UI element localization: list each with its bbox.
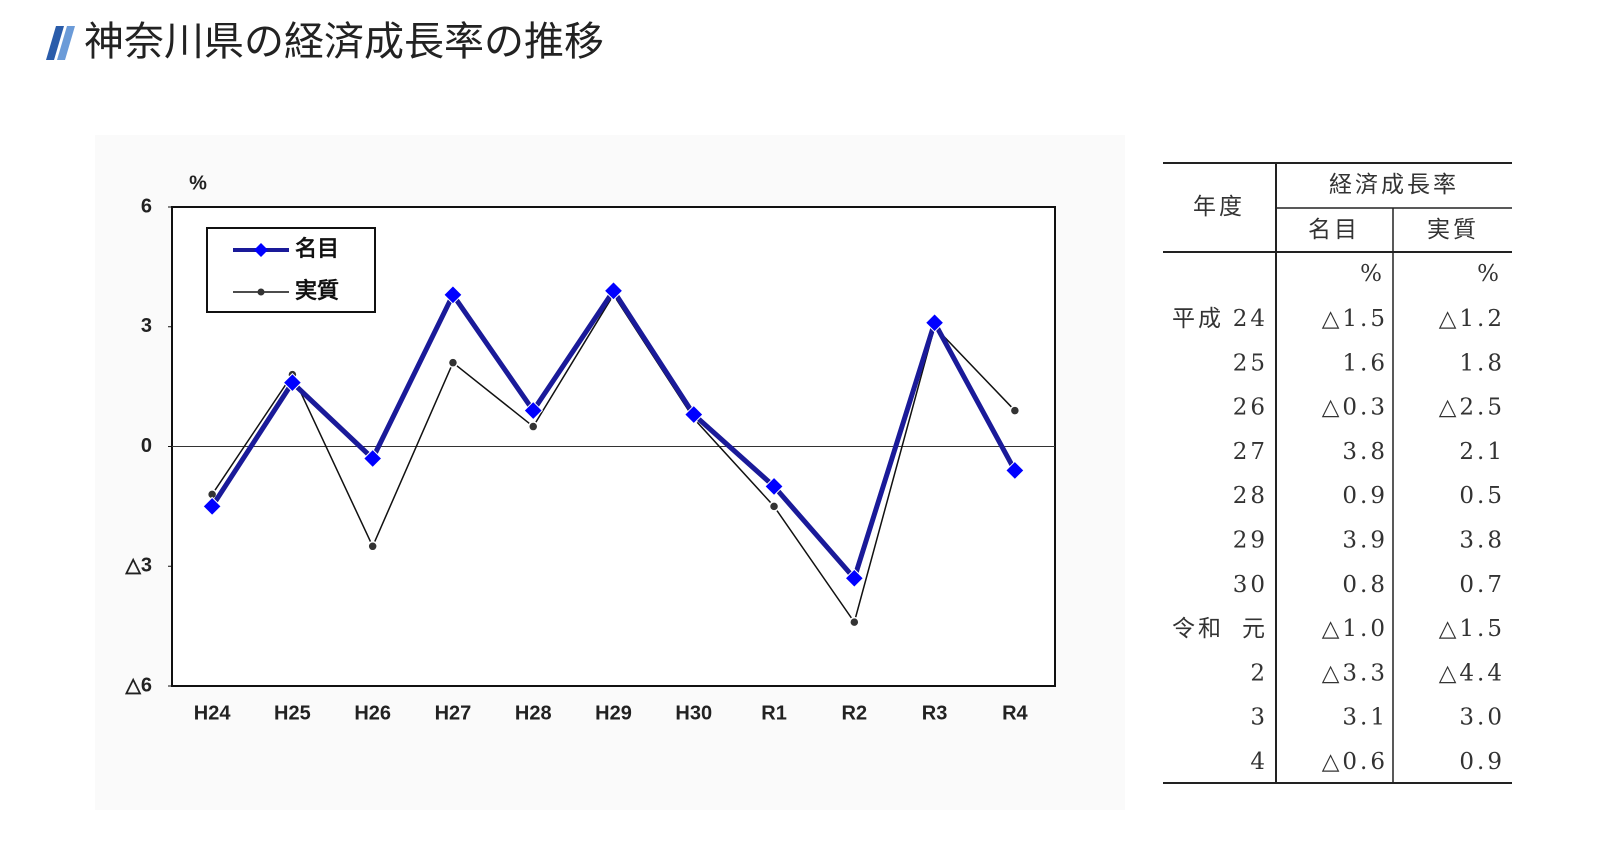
table-cell: 1.8 xyxy=(1459,350,1505,376)
marker xyxy=(447,357,459,368)
marker xyxy=(924,313,945,333)
marker xyxy=(768,501,780,512)
table-cell: △4.4 xyxy=(1439,660,1505,686)
table-year: 26 xyxy=(1233,395,1268,421)
table-era: 平成 xyxy=(1172,306,1224,332)
y-unit: % xyxy=(189,172,207,194)
x-tick-label: H25 xyxy=(274,702,311,724)
table-cell: △0.6 xyxy=(1322,749,1388,775)
y-tick-label: 0 xyxy=(141,435,152,457)
marker xyxy=(523,400,543,421)
table-cell: △1.5 xyxy=(1439,616,1505,642)
marker xyxy=(684,404,704,425)
marker xyxy=(849,616,860,628)
y-tick-label: △3 xyxy=(124,555,152,577)
page-title: 神奈川県の経済成長率の推移 xyxy=(84,19,604,65)
table-year: 24 xyxy=(1233,306,1268,332)
table-cell: 3.8 xyxy=(1342,439,1388,465)
marker xyxy=(362,448,383,469)
marker xyxy=(527,421,539,432)
y-tick-label: 6 xyxy=(141,195,152,217)
table-year: 28 xyxy=(1233,483,1268,509)
table-cell: 3.8 xyxy=(1459,528,1505,554)
table-header: 名目 xyxy=(1308,217,1360,243)
legend-marker xyxy=(257,288,265,296)
table-header: 実質 xyxy=(1427,217,1479,243)
y-tick-label: △6 xyxy=(124,674,152,696)
title-mark xyxy=(46,26,75,60)
legend-marker xyxy=(254,243,268,257)
table-year: 4 xyxy=(1250,749,1268,775)
table-cell: 2.1 xyxy=(1459,439,1505,465)
table-cell: △0.3 xyxy=(1322,395,1388,421)
x-tick-label: R2 xyxy=(842,702,868,724)
table-unit: % xyxy=(1477,261,1502,287)
table-header: 年度 xyxy=(1193,194,1245,220)
table-year: 25 xyxy=(1233,350,1268,376)
marker xyxy=(1005,460,1025,481)
table-cell: 3.0 xyxy=(1459,705,1505,731)
legend-label: 実質 xyxy=(295,278,339,304)
x-tick-label: R1 xyxy=(761,702,787,724)
table-cell: 0.7 xyxy=(1459,572,1505,598)
table-cell: △1.5 xyxy=(1322,306,1388,332)
table-cell: △2.5 xyxy=(1439,395,1505,421)
legend-label: 名目 xyxy=(295,236,339,262)
table-unit: % xyxy=(1360,261,1385,287)
table-cell: 0.8 xyxy=(1342,572,1388,598)
x-tick-label: H28 xyxy=(515,702,552,724)
legend-box xyxy=(206,227,376,313)
table-cell: 0.9 xyxy=(1459,749,1505,775)
table-cell: △1.2 xyxy=(1439,306,1505,332)
table-cell: 3.9 xyxy=(1342,528,1388,554)
table-cell: 0.5 xyxy=(1459,483,1505,509)
marker xyxy=(603,281,624,301)
table-year: 2 xyxy=(1250,660,1268,686)
x-tick-label: H29 xyxy=(595,702,632,724)
table-year: 3 xyxy=(1250,705,1268,731)
marker xyxy=(764,476,784,497)
table-cell: 3.1 xyxy=(1342,705,1388,731)
x-tick-label: H30 xyxy=(675,702,712,724)
table-year: 29 xyxy=(1233,528,1268,554)
marker xyxy=(202,496,222,517)
y-tick-label: 3 xyxy=(141,315,152,337)
x-tick-label: H24 xyxy=(194,702,232,724)
marker xyxy=(443,285,463,305)
marker xyxy=(367,541,378,552)
x-tick-label: H27 xyxy=(435,702,472,724)
marker xyxy=(1009,405,1021,416)
table-era: 令和 xyxy=(1172,616,1224,642)
table-cell: △3.3 xyxy=(1322,660,1388,686)
x-tick-label: R3 xyxy=(922,702,948,724)
marker xyxy=(844,568,865,588)
marker xyxy=(282,372,303,393)
table-cell: △1.0 xyxy=(1322,616,1388,642)
table-year: 元 xyxy=(1242,616,1268,642)
table-header: 経済成長率 xyxy=(1329,172,1459,198)
x-tick-label: R4 xyxy=(1002,702,1028,724)
table-cell: 1.6 xyxy=(1342,350,1388,376)
table-year: 27 xyxy=(1233,439,1268,465)
table-year: 30 xyxy=(1233,572,1268,598)
x-tick-label: H26 xyxy=(354,702,391,724)
table-cell: 0.9 xyxy=(1342,483,1388,509)
